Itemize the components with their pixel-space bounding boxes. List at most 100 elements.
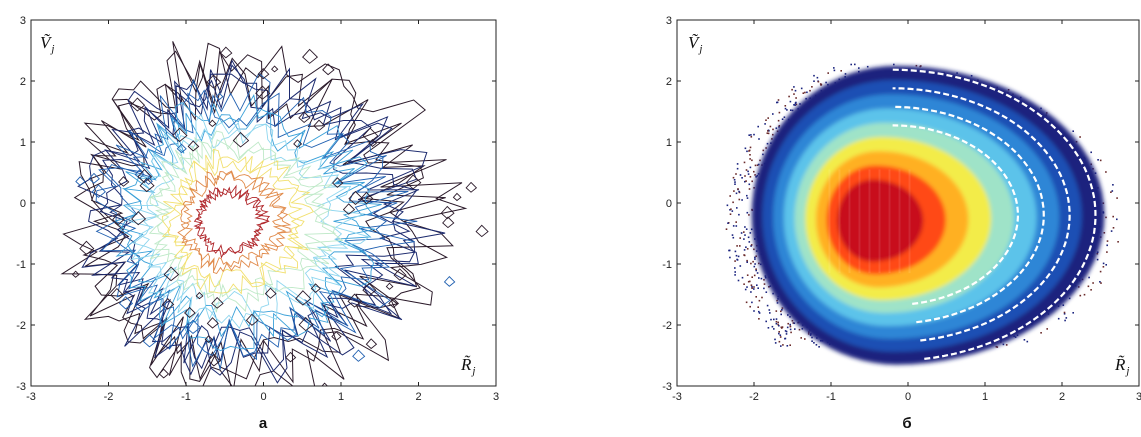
halo-speck: [1079, 294, 1082, 297]
contour-island: [264, 287, 277, 299]
halo-speck: [1112, 227, 1115, 229]
halo-speck: [732, 176, 735, 179]
halo-speck: [745, 301, 748, 304]
halo-speck: [768, 309, 771, 311]
y-tick-label: 0: [666, 198, 672, 210]
contour-island: [322, 63, 335, 76]
halo-speck: [747, 173, 750, 175]
halo-speck: [751, 180, 753, 183]
halo-speck: [735, 254, 738, 257]
halo-speck: [1079, 136, 1081, 138]
contour-island: [365, 338, 378, 350]
ring-gap: [892, 124, 1019, 305]
halo-speck: [1090, 151, 1092, 154]
halo-speck: [778, 332, 780, 335]
halo-speck: [739, 174, 742, 176]
halo-speck: [749, 158, 751, 160]
halo-speck: [789, 100, 792, 103]
halo-speck: [791, 320, 794, 322]
halo-speck: [769, 312, 771, 314]
halo-speck: [748, 134, 750, 136]
halo-speck: [743, 238, 745, 240]
halo-speck: [743, 254, 745, 256]
x-tick-label: 2: [1059, 391, 1065, 403]
x-tick-label: -2: [104, 391, 114, 403]
halo-speck: [786, 345, 789, 347]
halo-speck: [809, 89, 811, 92]
halo-speck: [749, 146, 752, 149]
halo-speck: [844, 73, 847, 75]
halo-speck: [758, 277, 760, 279]
halo-speck: [767, 327, 770, 329]
halo-speck: [736, 163, 739, 165]
y-tick-label: 2: [666, 76, 672, 88]
y-tick-label: 3: [666, 15, 672, 27]
chart-panel-a: -3 -2 -1 0 1 2 3 -3 -2 -1 0 1 2 3 Ṽj R̃j а: [0, 0, 520, 432]
halo-speck: [754, 256, 756, 259]
contour-island: [347, 293, 363, 308]
halo-speck: [757, 163, 760, 166]
halo-speck: [1023, 339, 1026, 341]
halo-speck: [750, 244, 753, 246]
halo-speck: [1090, 289, 1092, 291]
halo-speck: [800, 87, 803, 90]
contour-island: [206, 317, 219, 329]
halo-speck: [1063, 313, 1066, 315]
contour-island: [110, 287, 125, 302]
halo-speck: [787, 322, 789, 325]
halo-speck: [731, 234, 734, 236]
contour-island: [130, 97, 146, 112]
halo-speck: [781, 327, 783, 329]
contour-line: [161, 148, 315, 295]
contour-island: [215, 92, 224, 101]
halo-speck: [778, 331, 780, 333]
ring-gap: [892, 105, 1045, 324]
halo-speck: [811, 336, 813, 339]
halo-speck: [754, 174, 756, 176]
halo-speck: [752, 260, 754, 263]
halo-speck: [780, 310, 782, 313]
halo-speck: [795, 97, 797, 99]
halo-speck: [806, 91, 808, 94]
tick-group: -3 -2 -1 0 1 2 3 -3 -2 -1 0 1 2 3: [16, 15, 499, 403]
halo-speck: [756, 284, 758, 286]
halo-speck: [1105, 216, 1107, 219]
halo-speck: [811, 340, 813, 342]
y-tick-label: -1: [16, 259, 26, 271]
halo-speck: [758, 312, 761, 314]
halo-speck: [738, 190, 740, 193]
halo-speck: [769, 125, 772, 128]
halo-speck: [750, 136, 753, 138]
y-tick-label: -3: [16, 381, 26, 393]
contour-island: [137, 168, 153, 183]
halo-speck: [726, 204, 729, 207]
halo-speck: [794, 102, 797, 104]
x-axis-label: R̃j: [1114, 355, 1129, 377]
halo-speck: [995, 345, 998, 348]
halo-speck: [771, 325, 774, 328]
halo-speck: [787, 314, 789, 316]
halo-speck: [735, 225, 738, 227]
halo-speck: [751, 287, 753, 289]
halo-speck: [746, 194, 748, 197]
halo-speck: [754, 258, 756, 260]
halo-speck: [753, 187, 755, 189]
halo-speck: [744, 234, 746, 236]
halo-speck: [736, 167, 739, 170]
tick-group: -3 -2 -1 0 1 2 3 -3 -2 -1 0 1 2 3: [662, 15, 1141, 403]
contour-island: [298, 111, 311, 124]
halo-speck: [758, 299, 761, 302]
contour-island: [475, 224, 489, 238]
halo-speck: [778, 324, 780, 327]
halo-speck: [756, 272, 759, 274]
halo-speck: [759, 159, 761, 162]
halo-speck: [738, 198, 741, 201]
halo-speck: [729, 209, 731, 211]
halo-speck: [729, 256, 731, 259]
halo-speck: [1116, 218, 1118, 221]
halo-speck: [1068, 297, 1071, 300]
halo-speck: [753, 288, 755, 290]
halo-speck: [775, 310, 778, 312]
y-axis-label: Ṽj: [688, 33, 702, 55]
contour-island: [139, 177, 155, 193]
